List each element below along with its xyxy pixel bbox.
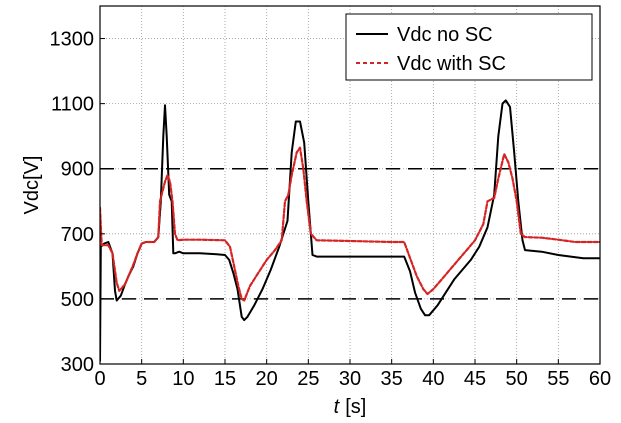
legend-label-with-sc: Vdc with SC <box>397 53 506 75</box>
legend: Vdc no SC Vdc with SC <box>345 13 593 81</box>
x-tick-label: 60 <box>589 368 611 390</box>
x-tick-label: 40 <box>422 368 444 390</box>
y-tick-label: 900 <box>61 159 94 181</box>
series-line-vdc-with-sc <box>100 146 600 302</box>
x-axis-label: t [s] <box>334 396 367 418</box>
x-tick-label: 0 <box>94 368 105 390</box>
axis-ticks: 0 5 10 15 20 25 30 35 40 45 50 55 60 300 500 700 900 1100… <box>50 29 612 390</box>
y-tick-label: 700 <box>61 224 94 246</box>
x-tick-label: 20 <box>256 368 278 390</box>
x-tick-label: 10 <box>172 368 194 390</box>
x-axis-label-unit: [s] <box>345 396 366 418</box>
x-tick-label: 30 <box>339 368 361 390</box>
series-lines <box>100 99 600 362</box>
legend-box <box>345 13 593 81</box>
y-axis-label: Vdc[V] <box>21 156 43 215</box>
x-tick-label: 5 <box>136 368 147 390</box>
x-tick-label: 35 <box>381 368 403 390</box>
y-tick-label: 300 <box>61 354 94 376</box>
x-tick-label: 50 <box>506 368 528 390</box>
x-axis-label-var: t <box>334 396 341 418</box>
y-tick-label: 1100 <box>51 94 94 116</box>
reference-lines <box>100 167 600 300</box>
x-tick-label: 55 <box>547 368 569 390</box>
x-tick-label: 25 <box>297 368 319 390</box>
legend-label-no-sc: Vdc no SC <box>397 24 493 46</box>
x-tick-label: 45 <box>464 368 486 390</box>
y-tick-label: 500 <box>61 289 94 311</box>
y-tick-label: 1300 <box>50 29 95 51</box>
x-tick-label: 15 <box>214 368 236 390</box>
